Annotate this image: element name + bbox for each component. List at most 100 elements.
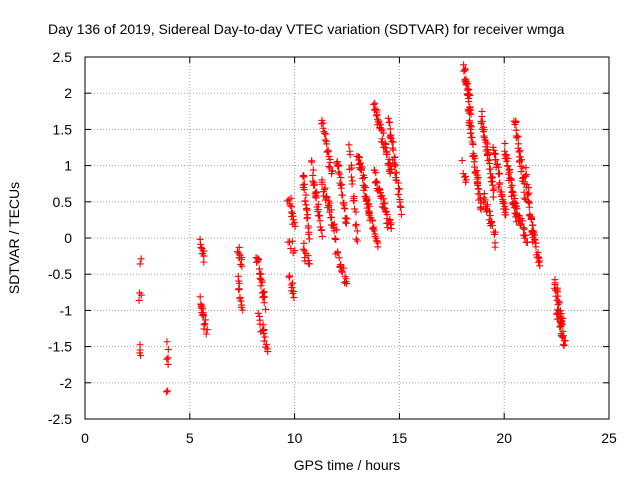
data-point	[340, 264, 348, 272]
y-axis-label: SDTVAR / TECUs	[6, 182, 22, 294]
data-point	[260, 329, 268, 337]
data-point	[325, 162, 333, 170]
data-point	[458, 157, 466, 165]
data-point	[257, 270, 265, 278]
data-point	[371, 230, 379, 238]
data-point	[335, 161, 343, 169]
data-point	[489, 193, 497, 201]
data-point	[372, 234, 380, 242]
data-point	[303, 214, 311, 222]
data-point	[371, 99, 379, 107]
data-point	[332, 235, 340, 243]
data-point	[322, 130, 330, 138]
data-point	[510, 191, 518, 199]
data-point	[164, 354, 172, 362]
data-point	[259, 321, 267, 329]
data-point	[164, 360, 172, 368]
data-point	[489, 186, 497, 194]
data-point	[504, 154, 512, 162]
data-point	[199, 305, 207, 313]
data-point	[299, 245, 307, 253]
data-point	[393, 169, 401, 177]
data-point	[318, 176, 326, 184]
y-tick-label: -1	[60, 302, 73, 318]
data-point	[389, 138, 397, 146]
data-point	[464, 107, 472, 115]
data-point	[324, 148, 332, 156]
data-point	[318, 232, 326, 240]
data-point	[286, 272, 294, 280]
y-tick-label: 0	[64, 230, 72, 246]
data-point	[381, 144, 389, 152]
data-point	[291, 222, 299, 230]
data-point	[262, 305, 270, 313]
data-point	[534, 248, 542, 256]
data-point	[495, 183, 503, 191]
grid	[85, 57, 609, 419]
data-point	[559, 332, 567, 340]
data-point	[321, 129, 329, 137]
data-point	[338, 268, 346, 276]
data-point	[474, 181, 482, 189]
data-point	[345, 141, 353, 149]
data-point	[334, 248, 342, 256]
data-point	[314, 206, 322, 214]
data-point	[353, 227, 361, 235]
data-point	[531, 236, 539, 244]
data-point	[381, 199, 389, 207]
data-point	[337, 174, 345, 182]
data-point	[369, 217, 377, 225]
data-point	[396, 202, 404, 210]
data-point	[498, 193, 506, 201]
data-point	[551, 279, 559, 287]
data-point	[357, 159, 365, 167]
data-point	[491, 150, 499, 158]
data-point	[373, 111, 381, 119]
data-point	[348, 164, 356, 172]
data-point	[352, 222, 360, 230]
data-point	[512, 203, 520, 211]
data-point	[135, 296, 143, 304]
data-point	[325, 153, 333, 161]
data-point	[474, 173, 482, 181]
data-point	[488, 221, 496, 229]
data-point	[525, 203, 533, 211]
data-point	[199, 310, 207, 318]
data-point	[383, 211, 391, 219]
data-point	[302, 191, 310, 199]
data-point	[260, 337, 268, 345]
data-point	[335, 168, 343, 176]
data-point	[254, 254, 262, 262]
data-point	[235, 285, 243, 293]
data-point	[485, 159, 493, 167]
data-point	[340, 201, 348, 209]
data-point	[323, 193, 331, 201]
data-point	[386, 216, 394, 224]
data-point	[337, 261, 345, 269]
data-point	[488, 177, 496, 185]
data-point	[384, 114, 392, 122]
data-point	[335, 254, 343, 262]
data-point	[375, 117, 383, 125]
data-point	[376, 121, 384, 129]
data-point	[512, 118, 520, 126]
data-point	[305, 257, 313, 265]
data-point	[203, 326, 211, 334]
data-point	[465, 90, 473, 98]
data-point	[475, 185, 483, 193]
data-point	[334, 161, 342, 169]
data-point	[382, 148, 390, 156]
data-point	[351, 205, 359, 213]
x-tick-label: 0	[81, 430, 89, 446]
data-point	[308, 158, 316, 166]
data-point	[394, 191, 402, 199]
data-point	[554, 292, 562, 300]
data-point	[527, 215, 535, 223]
data-point	[300, 171, 308, 179]
data-point	[259, 292, 267, 300]
data-point	[466, 104, 474, 112]
data-point	[343, 215, 351, 223]
data-point	[520, 225, 528, 233]
